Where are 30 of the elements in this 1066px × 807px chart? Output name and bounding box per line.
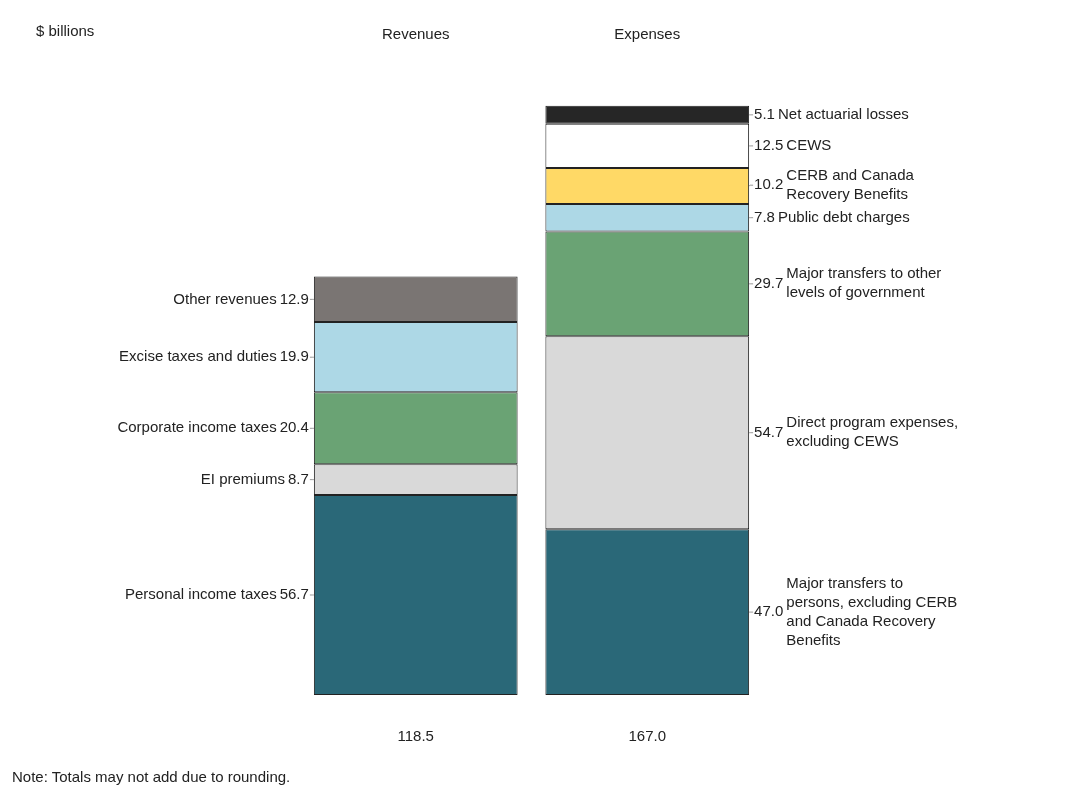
text: Personal income taxes [124,585,277,603]
data-label: 8.7 [288,469,309,487]
x-tick-label: Expenses [614,25,681,43]
total-label: 167.0 [628,727,667,745]
text: Excise taxes and duties [119,347,277,365]
data-label: 56.7 [279,585,309,603]
data-label: 12.5 [754,136,784,154]
text: CEWS [786,136,832,154]
series-label: Public debt charges [777,207,910,225]
series-label: EI premiums [200,469,286,487]
x-tick-label: Revenues [381,25,450,43]
data-label: 20.4 [279,418,309,436]
data-label: 7.8 [754,207,775,225]
data-label: 54.7 [754,422,784,440]
data-label: 19.9 [279,347,309,365]
text: Other revenues [173,289,277,307]
text: Major transfers to other levels of government [786,264,942,301]
series-label: Net actuarial losses [777,105,909,122]
total-label: 118.5 [397,727,434,745]
text: $ billions [36,22,95,40]
data-label: 47.0 [754,602,784,620]
text: Corporate income taxes [117,418,277,436]
data-label: 12.9 [279,289,309,307]
text: Direct program expenses, excluding CEWS [786,413,959,450]
text: Note: Totals may not add due to rounding. [12,768,291,786]
data-label: 10.2 [754,175,784,193]
text: CERB and Canada Recovery Benefits [786,165,915,202]
data-label: 5.1 [754,105,775,122]
data-label: 29.7 [754,273,784,291]
text: Major transfers to persons, excluding CERB and Canada Recovery Benefits [786,573,958,648]
